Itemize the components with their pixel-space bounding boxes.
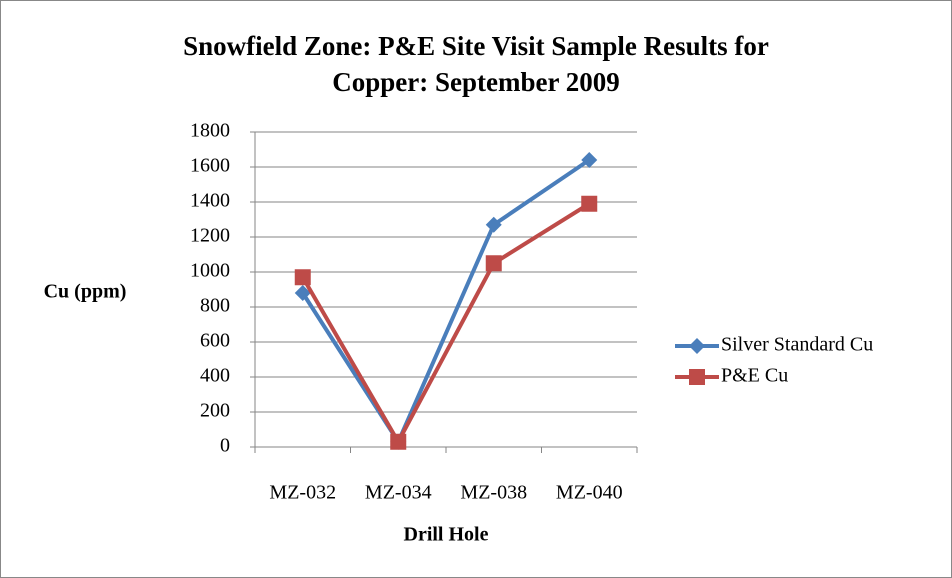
- series-line: [301, 202, 591, 444]
- x-tick-label: MZ-032: [269, 482, 336, 504]
- y-tick-label: 400: [200, 365, 230, 387]
- y-tick-label: 200: [200, 400, 230, 422]
- chart-title: Copper: September 2009: [332, 67, 619, 97]
- y-tick-label: 1400: [190, 190, 230, 212]
- x-tick-label: MZ-040: [556, 482, 623, 504]
- marker: [485, 255, 502, 272]
- marker: [689, 338, 705, 354]
- y-tick-label: 600: [200, 330, 230, 352]
- marker: [581, 195, 598, 212]
- x-tick-label: MZ-034: [365, 482, 432, 504]
- marker: [485, 216, 502, 233]
- x-tick-label: MZ-038: [460, 482, 527, 504]
- legend-label: P&E Cu: [721, 365, 788, 387]
- marker: [294, 285, 311, 301]
- y-tick-label: 1000: [190, 260, 230, 282]
- y-tick-label: 800: [200, 295, 230, 317]
- y-tick-label: 1200: [190, 225, 230, 247]
- y-tick-label: 1600: [190, 155, 230, 177]
- y-axis-label: Cu (ppm): [44, 281, 127, 303]
- y-tick-label: 0: [220, 435, 230, 457]
- chart-title: Snowfield Zone: P&E Site Visit Sample Re…: [183, 31, 769, 61]
- marker: [390, 433, 407, 450]
- legend-label: Silver Standard Cu: [721, 334, 873, 356]
- marker: [689, 369, 705, 385]
- marker: [581, 152, 598, 168]
- series-line: [301, 158, 591, 444]
- x-axis-label: Drill Hole: [404, 524, 489, 546]
- y-tick-label: 1800: [190, 120, 230, 142]
- marker: [294, 269, 311, 286]
